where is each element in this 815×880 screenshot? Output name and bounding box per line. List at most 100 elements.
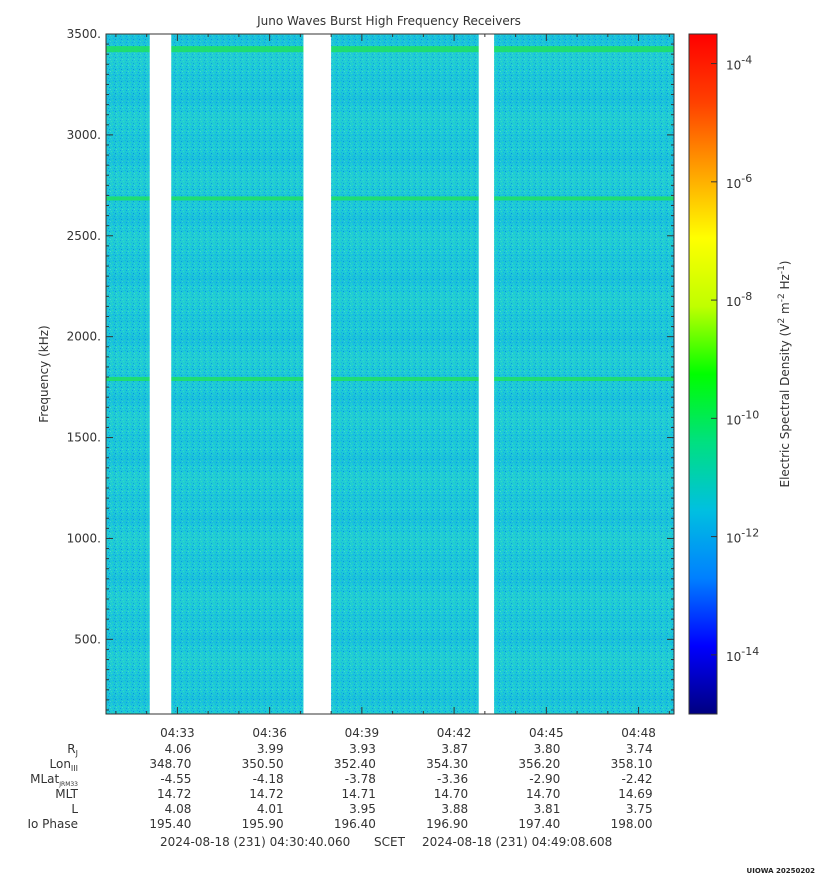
- background-band: [106, 254, 674, 264]
- background-band: [106, 594, 674, 604]
- emission-line: [106, 377, 674, 382]
- ephemeris-table: RJ 4.06 3.99 3.93 3.87 3.80 3.74 LonIII 348.70 35…: [27, 742, 652, 831]
- background-band: [106, 34, 674, 44]
- y-tick-label: 2000.: [67, 330, 101, 344]
- ephemeris-value: 3.80: [534, 742, 561, 756]
- ephemeris-row-label: L: [71, 802, 78, 816]
- y-tick-label: 1000.: [67, 531, 101, 545]
- time-axis: 04:33 04:36 04:39 04:42 04:45 04:48: [115, 34, 670, 740]
- background-band: [106, 694, 674, 704]
- scet-footer: 2024-08-18 (231) 04:30:40.060 SCET 2024-…: [160, 835, 612, 849]
- ephemeris-value: 195.40: [149, 817, 191, 831]
- background-band: [106, 114, 674, 124]
- colorbar-label: Electric Spectral Density (V2 m-2 Hz-1): [777, 260, 792, 487]
- background-band: [106, 54, 674, 64]
- ephemeris-value: 14.72: [157, 787, 191, 801]
- background-band: [106, 94, 674, 104]
- x-tick-label: 04:33: [160, 726, 195, 740]
- emission-line: [106, 46, 674, 53]
- ephemeris-value: 14.72: [249, 787, 283, 801]
- background-band: [106, 394, 674, 404]
- ephemeris-value: 195.90: [242, 817, 284, 831]
- ephemeris-row-label: LonIII: [50, 757, 79, 773]
- colorbar-tick-label: 10-10: [726, 408, 759, 427]
- ephemeris-value: -4.18: [253, 772, 284, 786]
- background-band: [106, 654, 674, 664]
- y-tick-label: 500.: [74, 632, 101, 646]
- colorbar-tick-label: 10-4: [726, 54, 752, 73]
- background-band: [106, 214, 674, 224]
- ephemeris-value: 3.87: [441, 742, 468, 756]
- ephemeris-value: -2.90: [529, 772, 560, 786]
- background-band: [106, 634, 674, 644]
- background-band: [106, 674, 674, 684]
- uiowa-stamp: UIOWA 20250202: [747, 867, 815, 875]
- ephemeris-value: 350.50: [242, 757, 284, 771]
- background-band: [106, 414, 674, 424]
- background-band: [106, 434, 674, 444]
- ephemeris-value: 196.40: [334, 817, 376, 831]
- background-band: [106, 494, 674, 504]
- ephemeris-value: 14.71: [342, 787, 376, 801]
- background-band: [106, 534, 674, 544]
- y-tick-label: 1500.: [67, 431, 101, 445]
- y-axis-label: Frequency (kHz): [37, 325, 51, 422]
- background-band: [106, 154, 674, 164]
- colorbar-gradient: [688, 33, 718, 715]
- background-band: [106, 174, 674, 184]
- x-tick-label: 04:48: [621, 726, 656, 740]
- chart-title: Juno Waves Burst High Frequency Receiver…: [256, 14, 521, 28]
- ephemeris-row-label: MLT: [55, 787, 78, 801]
- ephemeris-value: 197.40: [518, 817, 560, 831]
- spectrogram-plot-area: [105, 33, 675, 715]
- background-band: [106, 334, 674, 344]
- colorbar-tick-label: 10-8: [726, 290, 752, 309]
- background-band: [106, 134, 674, 144]
- frequency-axis: 500. 1000. 1500. 2000. 2500. 3000. 3500.: [67, 27, 674, 711]
- background-band: [106, 74, 674, 84]
- data-gap: [303, 33, 332, 715]
- ephemeris-value: 4.01: [257, 802, 284, 816]
- ephemeris-value: 352.40: [334, 757, 376, 771]
- ephemeris-value: 3.93: [349, 742, 376, 756]
- background-band: [106, 274, 674, 284]
- plot-frame: [105, 33, 675, 715]
- colorbar-tick-label: 10-6: [726, 172, 752, 191]
- x-tick-label: 04:42: [437, 726, 472, 740]
- spectrogram-background: [106, 34, 674, 714]
- background-band: [106, 514, 674, 524]
- ephemeris-value: 196.90: [426, 817, 468, 831]
- y-tick-label: 2500.: [67, 229, 101, 243]
- ephemeris-value: 14.69: [618, 787, 652, 801]
- ephemeris-value: 3.99: [257, 742, 284, 756]
- ephemeris-value: 14.70: [434, 787, 468, 801]
- ephemeris-value: 358.10: [611, 757, 653, 771]
- footer-end-time: 2024-08-18 (231) 04:49:08.608: [422, 835, 612, 849]
- data-gap: [478, 33, 495, 715]
- ephemeris-value: 356.20: [518, 757, 560, 771]
- ephemeris-value: 348.70: [149, 757, 191, 771]
- ephemeris-row-label: MLatJRM33: [30, 772, 78, 788]
- x-tick-label: 04:39: [345, 726, 380, 740]
- y-tick-label: 3500.: [67, 27, 101, 41]
- ephemeris-value: 354.30: [426, 757, 468, 771]
- ephemeris-value: -3.78: [345, 772, 376, 786]
- ephemeris-value: 3.75: [626, 802, 653, 816]
- x-tick-label: 04:45: [529, 726, 564, 740]
- colorbar-tick-label: 10-12: [726, 527, 759, 546]
- data-gap: [149, 33, 172, 715]
- x-tick-label: 04:36: [252, 726, 287, 740]
- ephemeris-value: 4.06: [165, 742, 192, 756]
- ephemeris-value: 14.70: [526, 787, 560, 801]
- ephemeris-value: -2.42: [622, 772, 653, 786]
- y-tick-label: 3000.: [67, 128, 101, 142]
- background-band: [106, 314, 674, 324]
- background-band: [106, 234, 674, 244]
- ephemeris-value: 3.88: [441, 802, 468, 816]
- ephemeris-value: 198.00: [611, 817, 653, 831]
- background-band: [106, 574, 674, 584]
- ephemeris-value: 3.95: [349, 802, 376, 816]
- background-band: [106, 294, 674, 304]
- ephemeris-value: -3.36: [437, 772, 468, 786]
